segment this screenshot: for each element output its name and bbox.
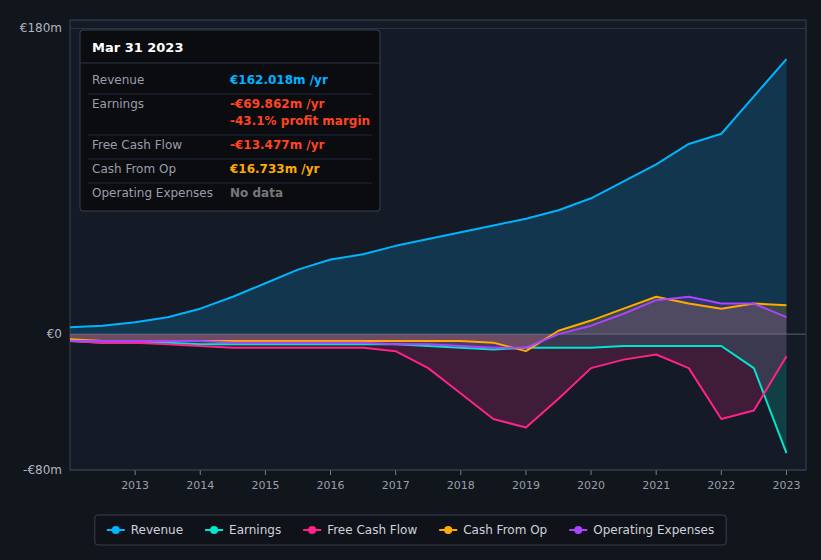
series-area [70,334,786,427]
legend: Revenue Earnings Free Cash Flow Cash From O… [95,515,726,545]
legend-item: Revenue [107,523,183,537]
series-line [70,297,786,351]
info-box-label: Cash From Op [92,162,176,176]
x-tick-label: 2013 [121,479,149,492]
x-tick-label: 2018 [447,479,475,492]
legend-marker [574,526,582,534]
info-box-value: -€13.477m /yr [230,138,325,152]
legend-item: Operating Expenses [569,523,714,537]
x-tick-label: 2019 [512,479,540,492]
info-box-frame [80,30,380,211]
x-tick-label: 2023 [772,479,800,492]
y-tick-label: €180m [20,21,62,35]
info-box-separator [80,63,380,64]
x-tick-label: 2020 [577,479,605,492]
info-box-label: Operating Expenses [92,186,213,200]
info-box-value: €16.733m /yr [229,162,320,176]
plot-frame [70,20,806,470]
info-box-value: €162.018m /yr [229,73,328,87]
x-tick [460,470,461,475]
series-line [70,297,786,348]
legend-marker [444,526,452,534]
x-tick [721,470,722,475]
info-box-value: -43.1% profit margin [230,114,370,128]
plot-area [70,20,806,470]
legend-frame [95,515,726,545]
legend-marker [112,526,120,534]
info-box-value: No data [230,186,283,200]
legend-label: Cash From Op [463,523,547,537]
info-box-label: Revenue [92,73,144,87]
y-tick-label: €0 [47,327,62,341]
info-box-separator [88,94,372,95]
x-tick [200,470,201,475]
x-tick [330,470,331,475]
x-tick [395,470,396,475]
x-tick-label: 2015 [251,479,279,492]
series-line [70,341,786,453]
x-tick [591,470,592,475]
legend-marker [210,526,218,534]
legend-marker [308,526,316,534]
info-box-separator [88,159,372,160]
x-tick [656,470,657,475]
x-tick [265,470,266,475]
info-box: Mar 31 2023 Revenue €162.018m /yr Earnings -… [80,30,380,211]
x-tick-label: 2016 [317,479,345,492]
x-tick [135,470,136,475]
grid-line [70,28,806,29]
legend-item: Earnings [205,523,281,537]
x-tick [525,470,526,475]
x-tick-label: 2022 [707,479,735,492]
info-box-separator [88,183,372,184]
info-box-label: Earnings [92,97,144,111]
series-area [70,334,786,453]
x-tick-label: 2021 [642,479,670,492]
x-tick-label: 2014 [186,479,214,492]
series-line [70,341,786,428]
info-box-label: Free Cash Flow [92,138,182,152]
legend-label: Revenue [131,523,183,537]
y-tick-label: -€80m [23,463,62,477]
legend-label: Operating Expenses [593,523,714,537]
legend-item: Cash From Op [439,523,547,537]
x-tick-label: 2017 [382,479,410,492]
info-box-title: Mar 31 2023 [92,40,183,55]
legend-item: Free Cash Flow [303,523,417,537]
background [0,0,821,560]
info-box-separator [88,135,372,136]
legend-label: Earnings [229,523,281,537]
x-tick [786,470,787,475]
legend-label: Free Cash Flow [327,523,417,537]
info-box-value: -€69.862m /yr [230,97,325,111]
chart: €180m €0 -€80m 2013 2014 2015 2016 2017 2018 2019… [0,0,821,560]
